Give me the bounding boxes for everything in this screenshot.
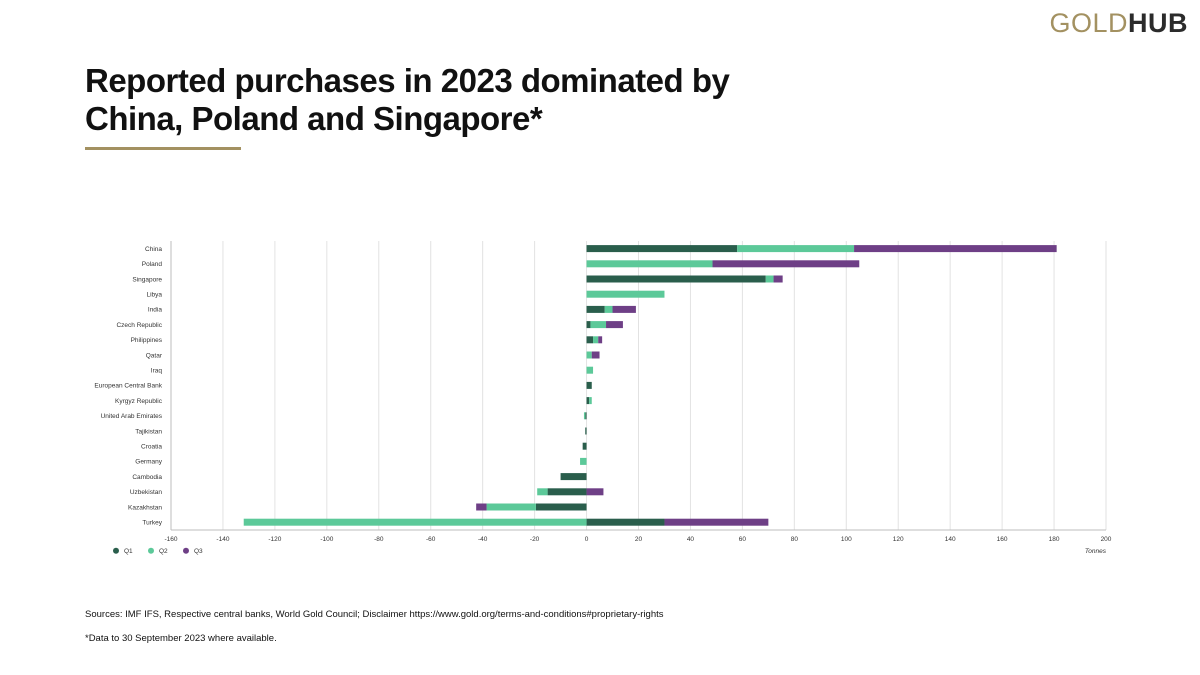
bar-segment-q3 <box>606 321 623 329</box>
y-category-label: Germany <box>135 459 162 466</box>
bar-segment-q3 <box>598 336 603 344</box>
bar-segment-q3 <box>773 275 783 283</box>
bar-segment-q2 <box>590 321 607 329</box>
legend-label-q2: Q2 <box>159 548 168 555</box>
y-category-label: Kyrgyz Republic <box>115 398 163 405</box>
bar-segment-q1 <box>582 442 587 450</box>
x-tick-label: -40 <box>478 536 488 543</box>
bar-segment-q1 <box>560 473 587 481</box>
x-tick-label: 40 <box>687 536 695 543</box>
bar-segment-q2 <box>765 275 774 283</box>
x-tick-label: 100 <box>841 536 852 543</box>
x-tick-label: 140 <box>945 536 956 543</box>
y-category-label: Poland <box>142 261 163 268</box>
bar-segment-q3 <box>591 351 600 359</box>
x-tick-label: 200 <box>1101 536 1112 543</box>
bar-segment-q1 <box>585 427 587 435</box>
x-tick-label: -140 <box>216 536 229 543</box>
y-category-label: Libya <box>146 292 162 299</box>
legend-label-q1: Q1 <box>124 548 133 555</box>
goldhub-logo: GOLDHUB <box>1049 8 1188 39</box>
bar-segment-q2 <box>586 351 592 359</box>
x-tick-label: 180 <box>1049 536 1060 543</box>
x-tick-label: 80 <box>791 536 799 543</box>
y-category-label: Tajikistan <box>135 428 162 435</box>
bar-segment-q2 <box>737 245 855 253</box>
x-tick-label: -20 <box>530 536 540 543</box>
bar-segment-q2 <box>604 305 613 313</box>
bar-segment-q1 <box>547 488 587 496</box>
y-category-label: Uzbekistan <box>130 489 163 496</box>
y-category-label: Qatar <box>146 352 163 359</box>
y-category-label: United Arab Emirates <box>101 413 163 420</box>
page-title: Reported purchases in 2023 dominated by … <box>85 62 730 137</box>
bar-segment-q2 <box>537 488 548 496</box>
legend-marker-q3 <box>183 547 189 554</box>
title-underline <box>85 147 241 150</box>
x-tick-label: -160 <box>164 536 177 543</box>
y-category-label: Cambodia <box>132 474 162 481</box>
y-category-label: Turkey <box>142 520 162 527</box>
bar-segment-q2 <box>583 412 586 420</box>
y-category-label: Croatia <box>141 444 162 451</box>
y-category-label: Singapore <box>132 276 162 283</box>
bar-segment-q3 <box>712 260 860 268</box>
bar-segment-q1 <box>586 275 766 283</box>
bar-segment-q3 <box>476 503 487 511</box>
stacked-bar-chart: -160 -140 -120 -100 -80 -60 -40 -20 0 20 40 60 80 100… <box>94 241 1112 555</box>
bar-segment-q3 <box>854 245 1057 253</box>
logo-hub-text: HUB <box>1128 8 1188 38</box>
x-axis-label: Tonnes <box>1085 548 1107 555</box>
bar-segment-q1 <box>586 245 738 253</box>
x-tick-label: 20 <box>635 536 643 543</box>
x-tick-label: -80 <box>374 536 384 543</box>
x-tick-label: -120 <box>268 536 281 543</box>
bar-segment-q1 <box>586 381 592 389</box>
legend-marker-q2 <box>148 547 154 554</box>
x-tick-label: 160 <box>997 536 1008 543</box>
y-category-label: Kazakhstan <box>128 504 162 511</box>
bar-segment-q1 <box>586 336 594 344</box>
x-tick-label: -60 <box>426 536 436 543</box>
bar-segment-q1 <box>586 518 665 526</box>
legend-marker-q1 <box>113 547 119 554</box>
bar-segment-q1 <box>585 412 587 420</box>
x-tick-label: 0 <box>585 536 589 543</box>
bar-segment-q2 <box>486 503 536 511</box>
y-category-label: India <box>148 307 162 314</box>
x-tick-label: 120 <box>893 536 904 543</box>
bar-segment-q3 <box>664 518 769 526</box>
bar-segment-q3 <box>612 305 636 313</box>
sources-text: Sources: IMF IFS, Respective central ban… <box>85 609 664 620</box>
bar-segment-q2 <box>589 397 592 405</box>
bar-segment-q2 <box>580 457 587 465</box>
bar-segment-q1 <box>586 321 591 329</box>
x-tick-label: -100 <box>320 536 333 543</box>
bar-segment-q3 <box>586 488 604 496</box>
y-category-label: Philippines <box>131 337 163 344</box>
y-category-label: China <box>145 246 162 253</box>
y-category-label: Czech Republic <box>116 322 162 329</box>
bar-segment-q1 <box>586 305 605 313</box>
bar-segment-q2 <box>593 336 599 344</box>
bar-segment-q2 <box>243 518 587 526</box>
logo-gold-text: GOLD <box>1049 8 1128 38</box>
bar-segment-q1 <box>535 503 587 511</box>
bar-segment-q2 <box>586 260 713 268</box>
y-category-label: Iraq <box>151 368 163 375</box>
footnote-text: *Data to 30 September 2023 where availab… <box>85 633 277 644</box>
bar-segment-q1 <box>586 397 590 405</box>
legend-label-q3: Q3 <box>194 548 203 555</box>
x-tick-label: 60 <box>739 536 747 543</box>
y-category-label: European Central Bank <box>94 383 162 390</box>
bar-segment-q2 <box>586 366 594 374</box>
bar-segment-q2 <box>586 290 665 298</box>
